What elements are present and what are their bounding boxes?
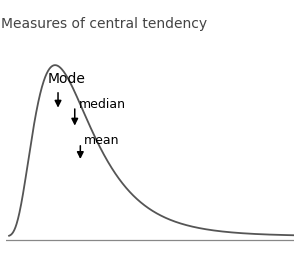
Text: Measures of central tendency: Measures of central tendency <box>2 17 208 31</box>
Text: Mode: Mode <box>48 72 86 86</box>
Text: mean: mean <box>83 134 119 147</box>
Text: median: median <box>79 98 126 111</box>
